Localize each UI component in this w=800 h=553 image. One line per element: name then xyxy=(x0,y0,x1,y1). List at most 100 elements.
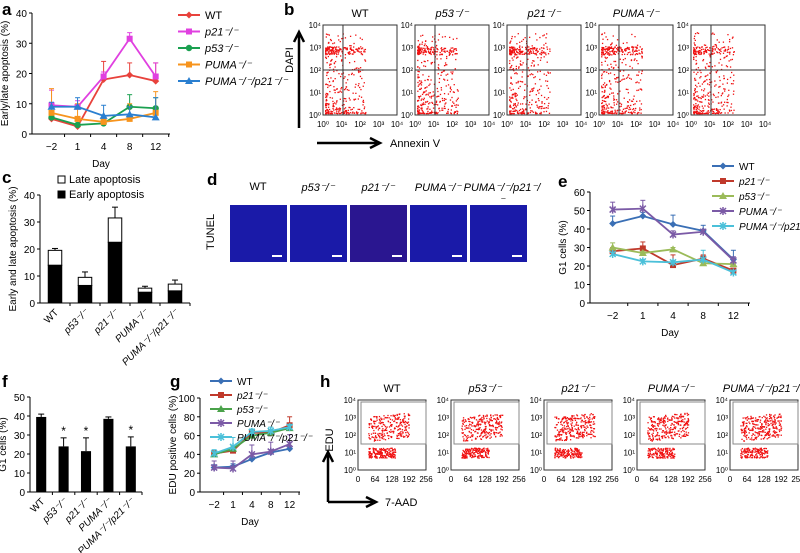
flow-dot xyxy=(509,50,511,52)
flow-dot xyxy=(515,54,517,56)
flow-dot xyxy=(518,46,521,48)
flow-dot xyxy=(560,434,563,436)
flow-dot xyxy=(674,413,677,416)
flow-dot xyxy=(444,47,447,50)
flow-dot xyxy=(332,104,334,106)
flow-dot xyxy=(707,105,709,107)
flow-dot xyxy=(423,112,425,115)
flow-dot xyxy=(777,436,779,438)
flow-dot xyxy=(660,457,662,459)
flow-dot xyxy=(744,435,746,437)
flow-dot xyxy=(397,429,399,431)
flow-dot xyxy=(584,421,587,424)
flow-dot xyxy=(355,83,357,86)
flow-dot xyxy=(472,450,474,452)
flow-dot xyxy=(347,52,349,54)
flow-dot xyxy=(571,453,574,456)
flow-dot xyxy=(722,92,724,94)
flow-dot xyxy=(700,50,702,52)
flow-dot xyxy=(443,99,445,102)
flow-dot xyxy=(607,49,609,51)
flow-dot xyxy=(700,52,703,54)
flow-dot xyxy=(477,423,479,425)
flow-dot xyxy=(510,54,513,56)
flow-dot xyxy=(657,448,659,450)
flow-dot xyxy=(329,46,331,48)
flow-dot xyxy=(695,53,698,56)
flow-dot xyxy=(477,450,480,453)
flow-dot xyxy=(475,428,477,431)
y-tick-label: 10² xyxy=(344,431,356,440)
flow-dot xyxy=(727,112,729,114)
flow-dot xyxy=(628,99,631,101)
flow-dot xyxy=(779,429,781,431)
flow-dot xyxy=(747,449,749,452)
flow-dot xyxy=(602,112,605,115)
flow-dot xyxy=(566,418,568,420)
flow-dot xyxy=(661,451,664,454)
flow-dot xyxy=(780,425,782,427)
flow-dot xyxy=(663,448,665,450)
flow-dot xyxy=(408,414,411,417)
flow-dot xyxy=(570,430,572,432)
flow-dot xyxy=(464,428,466,431)
flow-dot xyxy=(393,430,395,433)
flow-dot xyxy=(417,105,420,107)
flow-dot xyxy=(650,438,653,441)
flow-dot xyxy=(557,454,559,456)
flow-dot xyxy=(743,450,745,453)
flow-dot xyxy=(697,112,700,115)
flow-dot xyxy=(601,107,603,109)
flow-dot xyxy=(496,416,499,419)
flow-dot xyxy=(779,424,781,426)
flow-dot xyxy=(578,432,580,434)
flow-dot xyxy=(617,77,619,79)
flow-dot xyxy=(340,48,342,50)
flow-dot xyxy=(652,435,654,437)
flow-dot xyxy=(399,422,401,424)
flow-dot xyxy=(731,37,734,39)
flow-dot xyxy=(723,57,725,59)
flow-dot xyxy=(711,33,713,35)
flow-dot xyxy=(441,49,443,51)
flow-dot xyxy=(417,90,419,92)
flow-dot xyxy=(677,422,680,425)
flow-dot xyxy=(525,46,527,49)
flow-dot xyxy=(467,453,470,455)
y-tick-label: 10² xyxy=(623,431,635,440)
y-tick-label: 10⁰ xyxy=(716,466,728,475)
flow-dot xyxy=(351,72,353,74)
flow-dot xyxy=(693,107,695,109)
flow-dot xyxy=(742,425,744,427)
flow-dot xyxy=(365,111,367,114)
flow-dot xyxy=(418,109,421,111)
flow-dot xyxy=(732,83,734,85)
flow-dot xyxy=(671,455,673,457)
flow-dot xyxy=(540,111,542,114)
flow-dot xyxy=(761,449,763,451)
data-point xyxy=(669,230,677,239)
flow-dot xyxy=(613,99,615,101)
flow-dot xyxy=(443,48,445,50)
flow-dot xyxy=(578,456,581,458)
legend-label: p53⁻/⁻ xyxy=(204,43,239,55)
flow-dot xyxy=(325,33,328,35)
flow-dot xyxy=(420,87,422,89)
flow-dot xyxy=(601,33,603,35)
flow-dot xyxy=(654,452,656,455)
x-tick-label: 10⁰ xyxy=(593,120,605,129)
flow-dot xyxy=(417,49,419,52)
flow-dot xyxy=(384,454,386,457)
flow-dot xyxy=(636,100,638,103)
flow-dot xyxy=(658,435,660,437)
flow-dot xyxy=(428,75,430,78)
flow-dot xyxy=(398,428,400,431)
y-tick-label: 0 xyxy=(19,488,25,499)
flow-dot xyxy=(672,453,674,455)
flow-dot xyxy=(649,437,651,439)
flow-dot xyxy=(389,431,392,433)
flow-dot xyxy=(627,101,629,103)
flow-dot xyxy=(570,457,572,459)
flow-dot xyxy=(333,112,336,114)
flow-dot xyxy=(439,100,441,103)
